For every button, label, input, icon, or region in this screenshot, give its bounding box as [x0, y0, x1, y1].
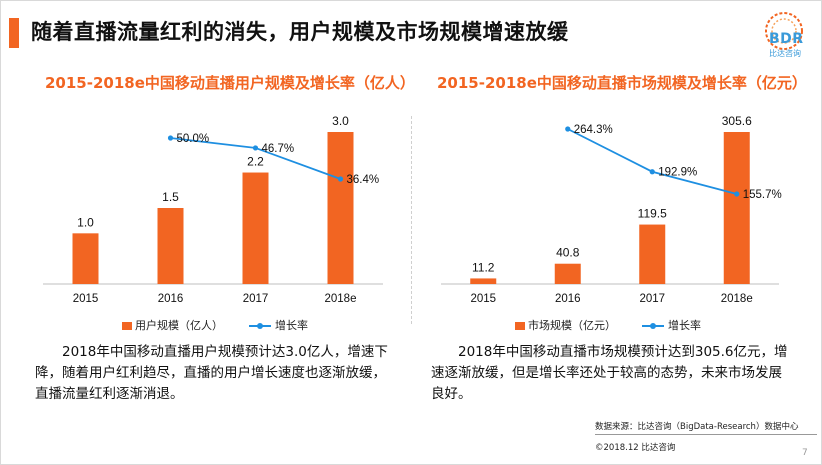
growth-label: 46.7% [262, 143, 295, 155]
bar [554, 263, 581, 284]
chart2-plot: 11.2 2015 40.8 2016 119.5 2017 305.6 2018e 264.3… [441, 114, 782, 305]
chart1-description: 2018年中国移动直播用户规模预计达3.0亿人，增速下降，随着用户红利趋尽，直播… [35, 344, 388, 402]
growth-label: 155.7% [743, 189, 782, 201]
x-tick-label: 2017 [243, 293, 269, 305]
bar-value-label: 305.6 [722, 114, 752, 128]
bar-value-label: 3.0 [332, 114, 349, 128]
bar-value-label: 40.8 [556, 246, 580, 260]
legend-bar-label: 用户规模（亿人） [135, 319, 223, 332]
source-note: 数据来源：比达咨询（BigData-Research）数据中心 [595, 422, 799, 432]
bar-value-label: 1.0 [77, 215, 94, 229]
bar-value-label: 119.5 [638, 207, 667, 221]
x-tick-label: 2018e [325, 293, 357, 305]
chart2-description: 2018年中国移动直播市场规模预计达到305.6亿元，增速逐渐放缓，但是增长率还… [431, 344, 788, 402]
legend-line-swatch [249, 323, 271, 329]
growth-label: 264.3% [574, 124, 613, 136]
growth-point [734, 191, 740, 197]
x-tick-label: 2017 [639, 293, 665, 305]
legend-line-label: 增长率 [275, 319, 308, 332]
bar [470, 278, 497, 284]
title-accent-bar [9, 18, 19, 48]
growth-line [567, 128, 737, 195]
chart1-plot: 1.0 2015 1.5 2016 2.2 2017 3.0 2018e 50.0% 46.7% 3… [43, 114, 383, 305]
growth-point [565, 126, 571, 132]
x-tick-label: 2015 [470, 293, 496, 305]
chart2-legend: 市场规模（亿元） 增长率 [515, 317, 701, 333]
legend-bar-label: 市场规模（亿元） [528, 319, 616, 332]
chart1-title: 2015-2018e中国移动直播用户规模及增长率（亿人） [45, 74, 415, 92]
bar [242, 172, 269, 284]
page-number: 7 [802, 448, 808, 458]
bar [157, 208, 184, 284]
bar-value-label: 11.2 [472, 260, 495, 274]
logo-text: BDR [769, 31, 804, 47]
bar [723, 132, 750, 284]
bar [72, 233, 99, 284]
bar-value-label: 2.2 [247, 155, 264, 169]
growth-point [649, 169, 655, 175]
bar [639, 224, 666, 284]
x-tick-label: 2018e [721, 293, 753, 305]
page-title: 随着直播流量红利的消失，用户规模及市场规模增速放缓 [31, 20, 569, 44]
bdr-logo-icon [765, 12, 803, 50]
source-divider [595, 434, 817, 435]
growth-point [167, 135, 174, 141]
bar-value-label: 1.5 [162, 190, 179, 204]
logo-subtext: 比达咨询 [769, 49, 801, 58]
legend-bar-swatch [515, 322, 525, 330]
growth-label: 192.9% [658, 167, 697, 179]
x-tick-label: 2015 [73, 293, 99, 305]
growth-point [337, 176, 344, 182]
legend-line-swatch [642, 323, 664, 329]
growth-point [252, 145, 259, 151]
chart1-legend: 用户规模（亿人） 增长率 [122, 317, 308, 333]
x-tick-label: 2016 [158, 293, 184, 305]
bar [327, 132, 354, 284]
legend-bar-swatch [122, 322, 132, 330]
x-tick-label: 2016 [555, 293, 581, 305]
divider [411, 116, 412, 324]
growth-label: 36.4% [347, 174, 380, 186]
legend-line-label: 增长率 [668, 319, 701, 332]
growth-label: 50.0% [177, 133, 210, 145]
copyright: ©2018.12 比达咨询 [595, 443, 676, 453]
chart2-title: 2015-2018e中国移动直播市场规模及增长率（亿元） [437, 74, 807, 92]
